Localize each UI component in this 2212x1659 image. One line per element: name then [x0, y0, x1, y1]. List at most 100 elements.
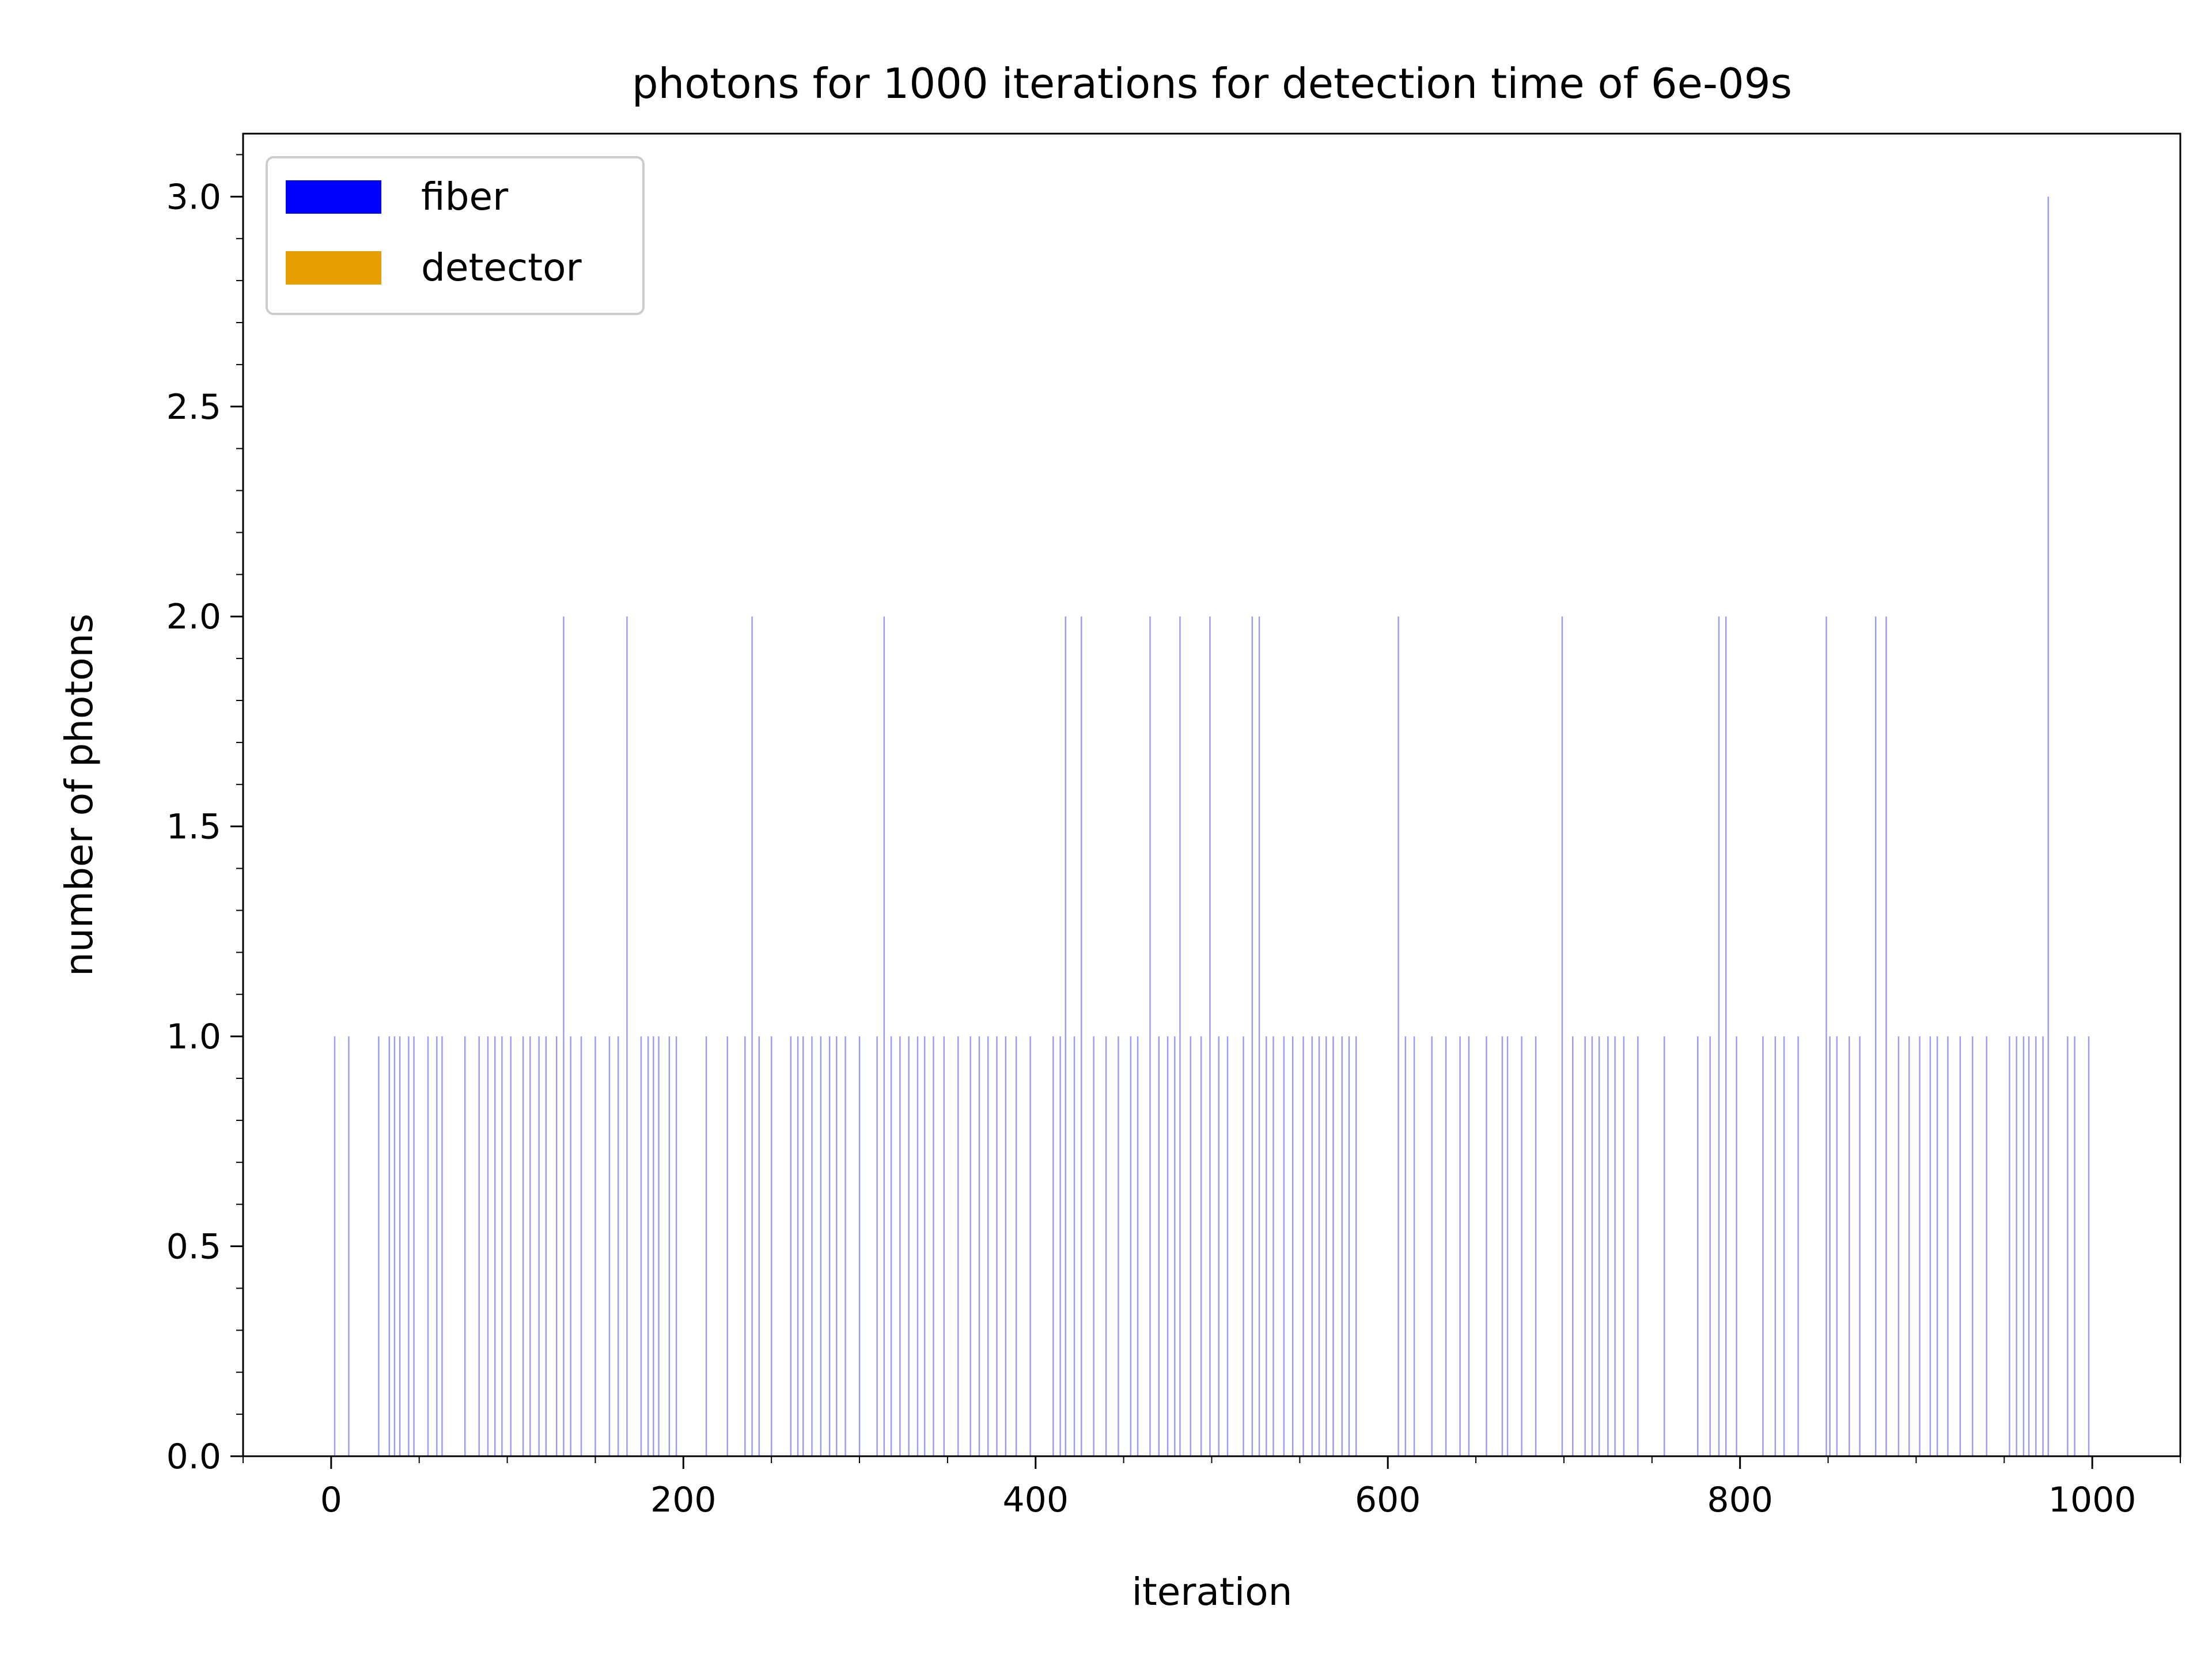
- bar-fiber: [2042, 1036, 2044, 1456]
- bar-fiber: [1137, 1036, 1139, 1456]
- bar-fiber: [1200, 1036, 1202, 1456]
- bar-fiber: [2022, 1036, 2025, 1456]
- bar-fiber: [1459, 1036, 1461, 1456]
- bar-fiber: [1005, 1036, 1007, 1456]
- chart-title: photons for 1000 iterations for detectio…: [632, 59, 1792, 108]
- bar-fiber: [2088, 1036, 2090, 1456]
- bar-fiber: [751, 616, 753, 1456]
- bars-layer: [334, 196, 2090, 1456]
- bar-fiber: [1266, 1036, 1267, 1456]
- bar-fiber: [1149, 616, 1151, 1456]
- bar-fiber: [1762, 1036, 1764, 1456]
- bar-fiber: [668, 1036, 671, 1456]
- legend-swatch-fiber: [286, 180, 381, 214]
- bar-fiber: [1859, 1036, 1861, 1456]
- bar-fiber: [1251, 616, 1253, 1456]
- bar-fiber: [399, 1036, 401, 1456]
- bar-fiber: [1130, 1036, 1132, 1456]
- y-tick-label: 1.5: [166, 807, 221, 847]
- bar-fiber: [1302, 1036, 1304, 1456]
- bar-fiber: [987, 1036, 989, 1456]
- bar-fiber: [1404, 1036, 1407, 1456]
- bar-fiber: [529, 1036, 531, 1456]
- bar-fiber: [388, 1036, 390, 1456]
- bar-fiber: [378, 1036, 380, 1456]
- x-axis: 0 200 400 600 800 1000: [243, 1456, 2181, 1520]
- bar-fiber: [802, 1036, 804, 1456]
- bar-fiber: [1174, 1036, 1176, 1456]
- bar-fiber: [510, 1036, 512, 1456]
- bar-fiber: [744, 1036, 746, 1456]
- bar-fiber: [797, 1036, 799, 1456]
- bar-fiber: [2067, 1036, 2069, 1456]
- bar-fiber: [1283, 1036, 1285, 1456]
- bar-fiber: [1836, 1036, 1838, 1456]
- bar-fiber: [626, 616, 628, 1456]
- bar-fiber: [1355, 1036, 1357, 1456]
- bar-fiber: [2028, 1036, 2030, 1456]
- y-axis: 0.0 0.5 1.0 1.5 2.0 2.5 3.0: [166, 154, 243, 1477]
- bar-fiber: [555, 1036, 558, 1456]
- bar-fiber: [1908, 1036, 1910, 1456]
- bar-fiber: [1166, 1036, 1169, 1456]
- bar-fiber: [647, 1036, 649, 1456]
- bar-fiber: [978, 1036, 980, 1456]
- bar-fiber: [501, 1036, 503, 1456]
- bar-fiber: [1332, 1036, 1334, 1456]
- bar-fiber: [1243, 1036, 1244, 1456]
- bar-fiber: [1561, 616, 1563, 1456]
- y-tick-label: 1.0: [166, 1017, 221, 1057]
- bar-fiber: [580, 1036, 582, 1456]
- bar-fiber: [899, 1036, 901, 1456]
- bar-fiber: [538, 1036, 540, 1456]
- bar-fiber: [441, 1036, 443, 1456]
- bar-fiber: [1413, 1036, 1415, 1456]
- bar-fiber: [1348, 1036, 1350, 1456]
- bar-fiber: [916, 1036, 919, 1456]
- bar-fiber: [1584, 1036, 1586, 1456]
- bar-fiber: [1521, 1036, 1522, 1456]
- bar-fiber: [617, 1036, 619, 1456]
- bar-fiber: [594, 1036, 596, 1456]
- bar-fiber: [545, 1036, 547, 1456]
- plot-area: [242, 132, 2181, 1457]
- bar-fiber: [1209, 616, 1211, 1456]
- bar-fiber: [1825, 616, 1827, 1456]
- bar-fiber: [608, 1036, 611, 1456]
- bar-fiber: [876, 1036, 878, 1456]
- bar-fiber: [811, 1036, 813, 1456]
- bar-fiber: [436, 1036, 438, 1456]
- bar-fiber: [1874, 616, 1877, 1456]
- bar-fiber: [1718, 616, 1720, 1456]
- bar-fiber: [1598, 1036, 1600, 1456]
- bar-fiber: [413, 1036, 415, 1456]
- bar-fiber: [858, 1036, 861, 1456]
- bar-fiber: [478, 1036, 480, 1456]
- bar-fiber: [1218, 1036, 1219, 1456]
- bar-fiber: [969, 1036, 971, 1456]
- bar-fiber: [844, 1036, 846, 1456]
- bar-fiber: [1325, 1036, 1327, 1456]
- bar-fiber: [1015, 1036, 1017, 1456]
- bar-fiber: [1637, 1036, 1639, 1456]
- bar-fiber: [658, 1036, 660, 1456]
- bar-fiber: [1501, 1036, 1503, 1456]
- bar-fiber: [726, 1036, 728, 1456]
- x-tick-label: 400: [1003, 1480, 1069, 1520]
- bar-fiber: [1272, 1036, 1274, 1456]
- bar-fiber: [1291, 1036, 1294, 1456]
- bar-fiber: [1623, 1036, 1625, 1456]
- bar-fiber: [1258, 616, 1260, 1456]
- bar-fiber: [1105, 1036, 1107, 1456]
- bar-fiber: [494, 1036, 496, 1456]
- bar-fiber: [1179, 616, 1181, 1456]
- bar-fiber: [1797, 1036, 1799, 1456]
- bar-fiber: [933, 1036, 934, 1456]
- legend-swatch-detector: [286, 251, 381, 285]
- bar-fiber: [883, 616, 885, 1456]
- bar-fiber: [1783, 1036, 1785, 1456]
- bar-fiber: [1445, 1036, 1447, 1456]
- bar-fiber: [1468, 1036, 1470, 1456]
- x-tick-label: 800: [1707, 1480, 1773, 1520]
- bar-fiber: [1849, 1036, 1850, 1456]
